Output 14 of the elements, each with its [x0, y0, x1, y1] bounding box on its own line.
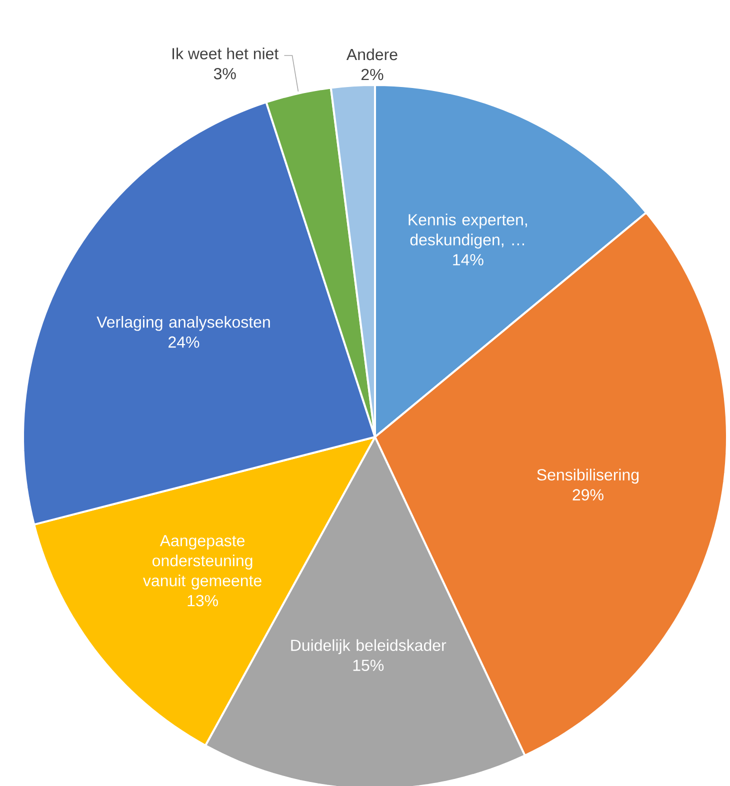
slice-label: Andere: [346, 48, 398, 60]
data-label: 29%: [572, 489, 604, 500]
data-label: 15%: [353, 660, 384, 672]
data-label: 24%: [168, 336, 200, 348]
slice-label: Verlaging analysekosten: [96, 316, 270, 331]
slice-label: Ik weet het niet: [172, 48, 279, 60]
slice-label: Duidelijk beleidskader: [291, 639, 446, 654]
slice-label: Aangepaste ondersteuning vanuit gemeente: [143, 535, 262, 590]
data-label: 3%: [214, 68, 236, 80]
data-label: 2%: [361, 68, 384, 80]
slice-label: Kennis experten, deskundigen, …: [408, 214, 527, 249]
data-label: 14%: [453, 254, 484, 266]
data-label: 13%: [188, 595, 218, 606]
slice-label: Sensibilisering: [537, 468, 639, 484]
